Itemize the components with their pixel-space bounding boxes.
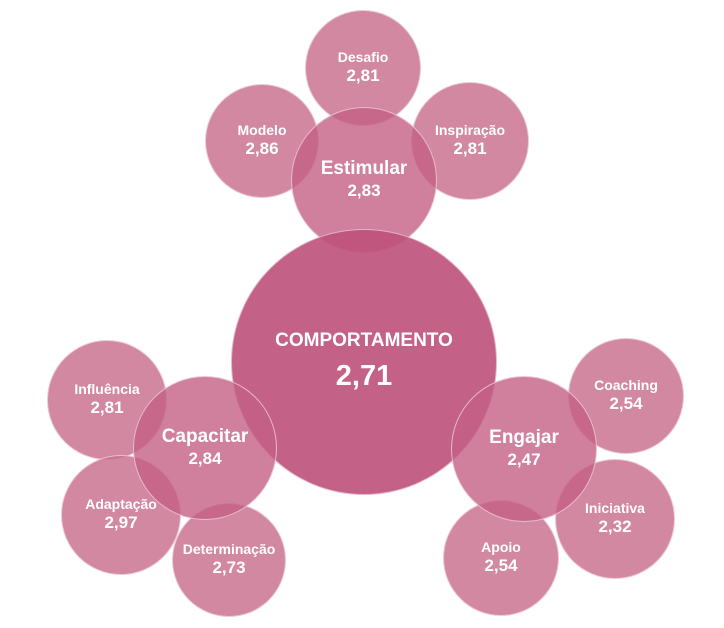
bubble-label: Apoio <box>481 539 521 556</box>
bubble-label: Modelo <box>237 122 287 139</box>
bubble-value: 2,47 <box>507 450 541 470</box>
bubble-label: Adaptação <box>85 496 157 513</box>
bubble-value: 2,81 <box>453 139 487 159</box>
bubble-label: Inspiração <box>434 122 506 139</box>
bubble-label: Desafio <box>337 49 389 66</box>
bubble-value: 2,81 <box>90 398 124 418</box>
bubble-value: 2,84 <box>188 449 222 469</box>
bubble-engajar: Engajar 2,47 <box>451 376 597 522</box>
bubble-label: COMPORTAMENTO <box>275 330 453 352</box>
bubble-adaptacao: Adaptação 2,97 <box>61 455 181 575</box>
bubble-value: 2,54 <box>484 556 518 576</box>
bubble-value: 2,73 <box>212 558 246 578</box>
bubble-label: Capacitar <box>161 426 249 448</box>
bubble-label: Iniciativa <box>585 500 645 517</box>
bubble-value: 2,83 <box>347 181 381 201</box>
bubble-label: Engajar <box>489 427 559 449</box>
bubble-value: 2,32 <box>598 517 632 537</box>
bubble-desafio: Desafio 2,81 <box>305 10 421 126</box>
bubble-value: 2,81 <box>346 66 380 86</box>
bubble-value: 2,71 <box>335 360 393 392</box>
bubble-label: Influência <box>74 381 140 398</box>
bubble-value: 2,86 <box>245 139 279 159</box>
bubble-determinacao: Determinação 2,73 <box>172 503 286 617</box>
bubble-capacitar: Capacitar 2,84 <box>133 376 277 520</box>
bubble-value: 2,97 <box>104 513 138 533</box>
bubble-value: 2,54 <box>609 394 643 414</box>
bubble-estimular: Estimular 2,83 <box>291 107 437 253</box>
bubble-label: Determinação <box>182 541 276 558</box>
bubble-label: Coaching <box>594 377 658 394</box>
bubble-label: Estimular <box>320 158 408 180</box>
